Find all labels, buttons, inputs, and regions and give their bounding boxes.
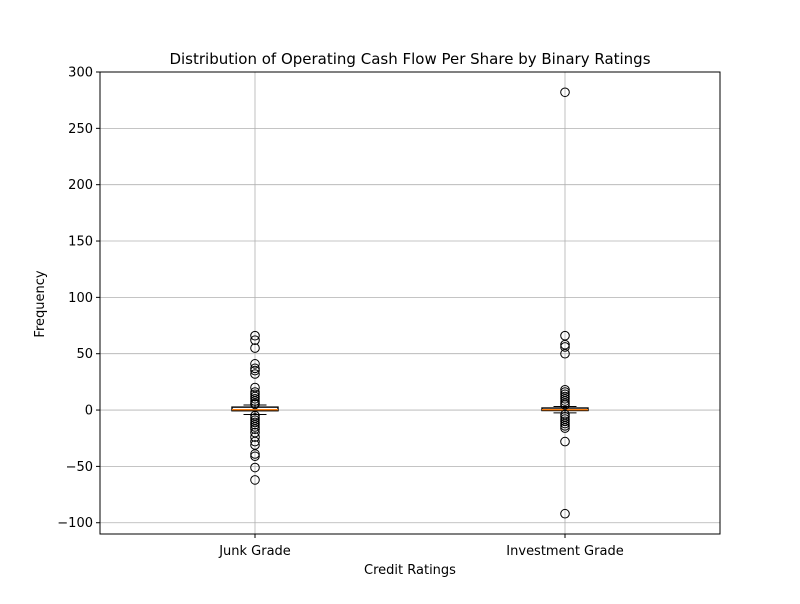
outlier-point bbox=[250, 399, 260, 410]
x-tick-label: Investment Grade bbox=[506, 544, 623, 559]
x-axis-label: Credit Ratings bbox=[364, 563, 456, 578]
outlier-point bbox=[560, 348, 570, 359]
y-tick-label: −50 bbox=[66, 460, 93, 475]
outlier-point bbox=[560, 423, 570, 433]
y-tick-label: 100 bbox=[68, 291, 93, 306]
outlier-point bbox=[250, 424, 260, 435]
outlier-point bbox=[560, 342, 570, 352]
outlier-point bbox=[560, 87, 570, 98]
outlier-point bbox=[560, 393, 570, 404]
outlier-point bbox=[250, 417, 260, 428]
outlier-point bbox=[250, 422, 260, 432]
outlier-point bbox=[250, 359, 260, 369]
outlier-point bbox=[250, 330, 260, 341]
y-tick-label: −100 bbox=[57, 516, 93, 531]
outlier-point bbox=[560, 416, 570, 427]
outlier-point bbox=[560, 508, 570, 519]
outlier-point bbox=[250, 391, 260, 402]
y-tick-label: 300 bbox=[68, 66, 93, 81]
outlier-point bbox=[250, 393, 260, 404]
box-group bbox=[541, 87, 589, 519]
outlier-point bbox=[250, 419, 260, 430]
x-tick-label: Junk Grade bbox=[218, 544, 291, 559]
plot-frame bbox=[99, 71, 721, 535]
outlier-point bbox=[560, 400, 570, 410]
tick-layer: 300 250 200 150 100 50 0 −50 −100 Junk Grade Inves… bbox=[57, 66, 623, 560]
grid-layer bbox=[100, 71, 720, 534]
y-tick-label: 50 bbox=[76, 347, 93, 362]
outlier-point bbox=[250, 432, 260, 442]
outlier-point bbox=[250, 462, 260, 473]
y-tick-label: 200 bbox=[68, 178, 93, 193]
outlier-point bbox=[250, 475, 260, 485]
box-layer bbox=[231, 87, 589, 519]
chart-title: Distribution of Operating Cash Flow Per … bbox=[169, 50, 650, 68]
y-tick-label: 250 bbox=[68, 122, 93, 137]
outlier-point bbox=[250, 396, 260, 406]
y-axis-label: Frequency bbox=[33, 270, 48, 337]
outlier-point bbox=[560, 436, 570, 447]
box-group bbox=[231, 330, 279, 485]
outlier-point bbox=[250, 343, 260, 353]
outlier-point bbox=[250, 365, 260, 376]
outlier-point bbox=[250, 451, 260, 462]
y-tick-label: 0 bbox=[85, 404, 93, 419]
outlier-point bbox=[250, 363, 260, 374]
outlier-point bbox=[560, 418, 570, 429]
outlier-point bbox=[250, 369, 260, 379]
outlier-point bbox=[250, 335, 260, 345]
outlier-point bbox=[250, 449, 260, 459]
outlier-point bbox=[250, 436, 260, 447]
outlier-point bbox=[560, 421, 570, 431]
y-tick-label: 150 bbox=[68, 235, 93, 250]
outlier-point bbox=[560, 396, 570, 406]
